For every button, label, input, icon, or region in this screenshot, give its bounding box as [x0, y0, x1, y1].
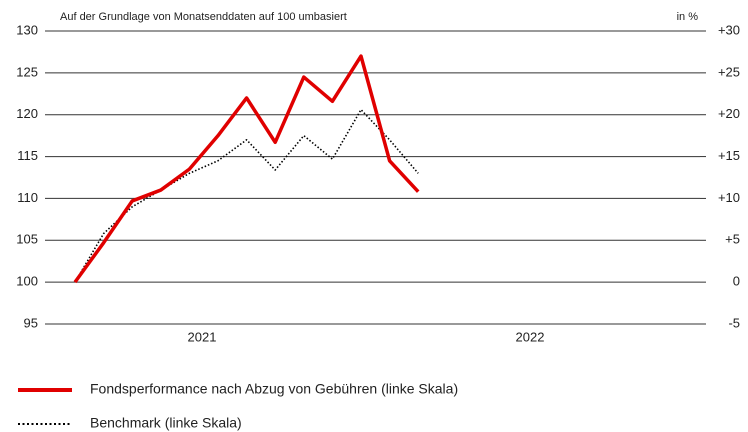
- y2-tick-label: +5: [725, 232, 740, 247]
- y-tick-label: 105: [16, 232, 38, 247]
- chart-subtitle: Auf der Grundlage von Monatsenddaten auf…: [60, 11, 347, 23]
- legend-label: Fondsperformance nach Abzug von Gebühren…: [90, 381, 458, 397]
- y2-tick-label: +30: [718, 22, 740, 37]
- y2-tick-label: +15: [718, 148, 740, 163]
- x-tick-label: 2022: [516, 329, 545, 344]
- y-tick-label: 100: [16, 274, 38, 289]
- series-line: [74, 108, 419, 283]
- y2-tick-label: +25: [718, 64, 740, 79]
- y-tick-label: 130: [16, 22, 38, 37]
- y2-tick-label: 0: [733, 274, 740, 289]
- series-line: [73, 54, 420, 284]
- y2-tick-label: +10: [718, 190, 740, 205]
- x-tick-label: 2021: [188, 329, 217, 344]
- y2-tick-label: -5: [728, 315, 740, 330]
- y-tick-label: 115: [17, 148, 38, 163]
- y-tick-label: 120: [16, 106, 38, 121]
- y-tick-label: 110: [17, 190, 38, 205]
- y2-tick-label: +20: [718, 106, 740, 121]
- legend-label: Benchmark (linke Skala): [90, 415, 242, 431]
- y-tick-label: 125: [16, 64, 38, 79]
- y-tick-label: 95: [24, 315, 38, 330]
- y2-axis-label: in %: [677, 11, 699, 23]
